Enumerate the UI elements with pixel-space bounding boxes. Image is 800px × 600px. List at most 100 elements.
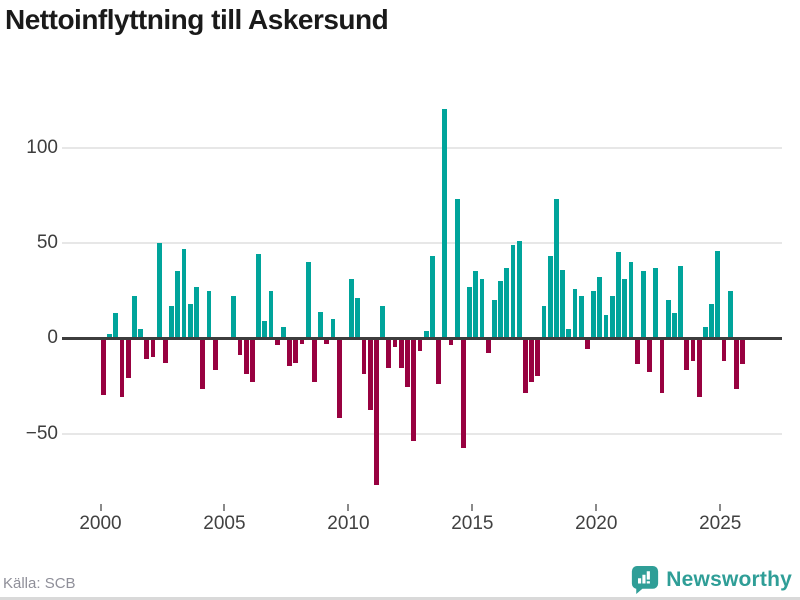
bar-2008-q2: [305, 261, 311, 339]
bar-2001-q2: [132, 296, 137, 339]
x-axis-label-2000: 2000: [79, 513, 122, 534]
bar-2018-q3: [560, 269, 566, 339]
bar-2005-q4: [243, 339, 249, 374]
bar-2023-q4: [690, 339, 696, 361]
bar-2021-q3: [634, 339, 640, 365]
x-axis-tick-2000: [99, 504, 102, 511]
bar-2017-q1: [523, 339, 528, 394]
x-axis-tick-2015: [471, 504, 474, 511]
bar-2024-q2: [703, 326, 708, 339]
x-axis-zero-line: [62, 336, 782, 340]
bar-2017-q3: [535, 339, 541, 376]
x-axis-label-2025: 2025: [699, 513, 742, 534]
bar-2025-q2: [727, 290, 733, 339]
bar-2002-q3: [163, 339, 168, 363]
bar-2021-q2: [628, 261, 634, 339]
bar-2012-q1: [398, 339, 404, 369]
bar-2023-q3: [684, 339, 690, 371]
bar-2002-q1: [150, 339, 156, 357]
bar-2011-q2: [380, 305, 386, 339]
bar-2018-q1: [547, 256, 553, 339]
bar-2016-q2: [504, 267, 510, 339]
bar-2022-q3: [659, 339, 665, 394]
bar-2008-q3: [312, 339, 317, 382]
bar-2023-q1: [671, 313, 677, 339]
bar-2022-q4: [665, 300, 671, 339]
bar-2004-q2: [206, 290, 212, 339]
bar-2025-q4: [740, 339, 746, 365]
bar-2005-q2: [231, 296, 237, 339]
bar-2012-q2: [405, 339, 410, 388]
bar-2019-q3: [585, 339, 590, 350]
bar-2006-q4: [268, 290, 274, 339]
bar-2016-q3: [510, 244, 516, 339]
bar-2021-q4: [640, 271, 646, 339]
bar-2001-q1: [125, 339, 131, 378]
bar-2003-q1: [175, 271, 181, 339]
bar-2014-q4: [467, 286, 472, 339]
bar-2001-q3: [138, 328, 144, 339]
chart-title: Nettoinflyttning till Askersund: [5, 4, 389, 35]
source-label: Källa: SCB: [3, 575, 76, 592]
bar-2013-q2: [429, 256, 435, 339]
bar-2019-q4: [591, 290, 597, 339]
bar-2022-q2: [653, 267, 659, 339]
bar-2015-q4: [491, 300, 497, 339]
y-axis-label-0: 0: [47, 327, 58, 349]
bar-2009-q3: [336, 339, 342, 418]
newsworthy-wordmark: Newsworthy: [666, 568, 792, 591]
bar-2006-q3: [262, 321, 268, 339]
gridline-50: [62, 241, 782, 244]
bar-2000-q3: [113, 313, 119, 339]
bar-2006-q1: [249, 339, 255, 382]
bar-2014-q2: [454, 199, 460, 339]
bar-2016-q4: [516, 240, 522, 339]
y-axis-label--50: −50: [25, 422, 58, 444]
bar-2005-q3: [237, 339, 243, 355]
bar-2003-q2: [181, 248, 187, 339]
bar-2012-q3: [411, 339, 417, 441]
bar-2000-q4: [119, 339, 125, 397]
bar-2009-q2: [330, 319, 336, 339]
bar-2017-q2: [529, 339, 535, 382]
bar-2011-q1: [374, 339, 379, 485]
bar-2010-q3: [361, 339, 367, 374]
x-axis-label-2020: 2020: [575, 513, 618, 534]
bar-2008-q1: [299, 339, 305, 344]
bar-2010-q4: [367, 339, 373, 411]
bar-2020-q2: [603, 315, 609, 339]
bar-2001-q4: [144, 339, 150, 359]
bar-2003-q4: [194, 286, 199, 339]
y-axis-label-100: 100: [26, 136, 58, 158]
bar-2010-q1: [349, 279, 355, 339]
bar-2004-q1: [200, 339, 206, 390]
bar-2007-q4: [293, 339, 299, 363]
bar-2018-q4: [566, 328, 572, 339]
bar-2017-q4: [541, 305, 547, 339]
bar-2011-q3: [386, 339, 392, 369]
newsworthy-logo: Newsworthy: [631, 564, 792, 596]
x-axis-label-2005: 2005: [203, 513, 246, 534]
bar-2015-q3: [485, 339, 491, 354]
y-axis-label-50: 50: [36, 231, 58, 253]
bar-2024-q4: [715, 250, 721, 339]
bar-2000-q1: [101, 339, 106, 395]
bar-2019-q2: [578, 296, 584, 339]
bar-2007-q2: [280, 326, 286, 339]
bar-2018-q2: [554, 199, 559, 339]
gridline--50: [62, 432, 782, 435]
bar-2011-q4: [392, 339, 398, 348]
x-axis-tick-2005: [223, 504, 226, 511]
bar-2000-q2: [107, 334, 112, 339]
bar-2020-q1: [597, 277, 603, 339]
bar-2009-q1: [324, 339, 330, 344]
bar-2024-q3: [709, 303, 714, 339]
bar-2007-q3: [287, 339, 292, 367]
bar-2002-q4: [169, 305, 175, 339]
bar-2014-q3: [460, 339, 466, 449]
bar-2024-q1: [696, 339, 702, 397]
x-axis-tick-2010: [347, 504, 350, 511]
x-axis-label-2015: 2015: [451, 513, 494, 534]
bar-2021-q1: [622, 279, 628, 339]
